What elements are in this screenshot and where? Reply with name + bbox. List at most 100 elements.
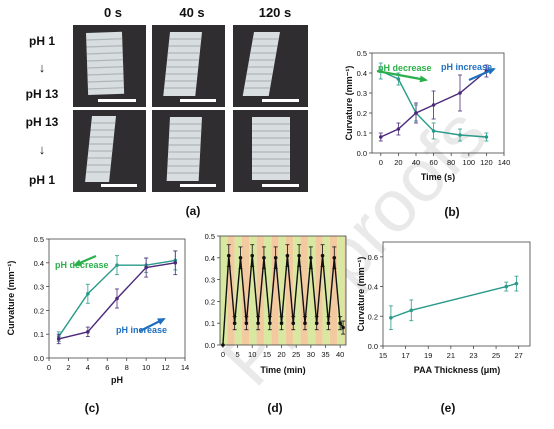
background-stripe xyxy=(220,236,228,345)
data-point xyxy=(221,343,225,347)
annotation-arrowhead xyxy=(73,259,82,266)
background-stripe xyxy=(241,236,250,345)
background-stripe xyxy=(300,236,308,345)
data-point xyxy=(115,296,119,301)
data-point xyxy=(273,255,278,260)
data-point xyxy=(332,255,337,260)
data-point xyxy=(389,315,393,320)
data-point xyxy=(414,111,418,115)
x-tick-label: 17 xyxy=(401,351,409,360)
y-tick-label: 0.3 xyxy=(34,283,44,292)
film-strip xyxy=(163,32,202,96)
panel-label-b: (b) xyxy=(444,205,459,219)
x-tick-label: 10 xyxy=(142,363,150,372)
x-tick-label: 15 xyxy=(263,350,271,359)
annotation-label: pH increase xyxy=(441,62,492,72)
data-point xyxy=(379,135,383,139)
data-point xyxy=(431,103,436,107)
chart-e-curvature-vs-thickness: 15 17 19 21 23 25 27 0.0 0.2 0.4 0.6 PAA Thickness … xyxy=(356,241,531,375)
y-tick-label: 0.2 xyxy=(368,312,378,321)
x-tick-label: 5 xyxy=(235,350,239,359)
film-strip xyxy=(86,31,125,95)
y-tick-label: 0.4 xyxy=(357,69,367,78)
photo-r1c3 xyxy=(233,25,308,107)
x-tick-label: 120 xyxy=(480,158,493,167)
data-point xyxy=(285,253,290,258)
x-tick-label: 27 xyxy=(515,351,523,360)
series-line xyxy=(380,70,487,138)
background-stripe xyxy=(329,236,338,345)
x-tick-label: 6 xyxy=(105,363,109,372)
x-tick-label: 21 xyxy=(447,351,455,360)
photo-col-header-2: 120 s xyxy=(259,5,292,20)
y-tick-label: 0.2 xyxy=(205,297,215,306)
background-stripe xyxy=(256,236,264,345)
row1-label-bottom: pH 13 xyxy=(26,87,59,101)
x-tick-label: 8 xyxy=(125,363,129,372)
data-point xyxy=(514,281,519,286)
background-stripe xyxy=(285,236,294,345)
y-tick-label: 0.0 xyxy=(205,341,215,350)
row1-arrow-icon: ↓ xyxy=(39,60,46,75)
data-point xyxy=(297,253,301,258)
data-point xyxy=(86,291,90,296)
film-strip xyxy=(252,117,290,180)
background-stripe xyxy=(293,236,301,345)
y-tick-label: 0.0 xyxy=(368,342,378,351)
annotation-arrow-line xyxy=(376,69,427,82)
y-tick-label: 0.6 xyxy=(368,253,378,262)
x-tick-label: 100 xyxy=(463,158,476,167)
y-tick-label: 0.5 xyxy=(205,232,215,241)
row2-label-bottom: pH 1 xyxy=(29,173,55,187)
background-stripe xyxy=(227,236,235,345)
x-tick-label: 40 xyxy=(336,350,344,359)
data-point xyxy=(268,321,272,326)
data-point xyxy=(226,253,231,258)
scale-bar xyxy=(98,99,136,102)
row2-label-top: pH 13 xyxy=(26,115,59,129)
data-point xyxy=(291,321,296,326)
y-tick-label: 0.5 xyxy=(34,235,44,244)
plot-frame xyxy=(371,52,505,154)
data-point xyxy=(238,255,243,260)
annotation-label: pH decrease xyxy=(378,63,432,73)
scale-bar xyxy=(262,99,299,102)
data-point xyxy=(232,321,237,326)
x-tick-label: 80 xyxy=(447,158,455,167)
film-strip xyxy=(85,116,116,182)
y-tick-label: 0.2 xyxy=(34,306,44,315)
row2-arrow-icon: ↓ xyxy=(39,142,46,157)
x-tick-label: 140 xyxy=(498,158,511,167)
data-point xyxy=(250,253,255,258)
x-tick-label: 25 xyxy=(492,351,500,360)
data-point xyxy=(504,284,509,289)
background-stripe xyxy=(271,236,279,345)
scale-bar xyxy=(180,184,216,187)
data-point xyxy=(86,330,90,334)
x-tick-label: 20 xyxy=(277,350,285,359)
data-point xyxy=(314,321,319,326)
background-stripe xyxy=(344,236,346,345)
photo-r2c2 xyxy=(152,110,225,192)
data-point xyxy=(484,135,489,139)
panel-a-photos: 0 s 40 s 120 s pH 1 ↓ pH 13 pH 13 ↓ pH 1 xyxy=(26,5,308,192)
data-point xyxy=(396,127,401,131)
data-point xyxy=(56,337,61,341)
plot-frame xyxy=(382,241,531,347)
panel-label-e: (e) xyxy=(441,401,456,415)
background-stripe xyxy=(249,236,257,345)
data-point xyxy=(144,265,148,270)
series-line xyxy=(380,70,487,138)
x-tick-label: 4 xyxy=(86,363,90,372)
y-tick-label: 0.0 xyxy=(357,149,367,158)
data-point xyxy=(326,321,331,326)
x-axis-label: Time (min) xyxy=(260,365,305,375)
y-tick-label: 0.5 xyxy=(357,49,367,58)
x-tick-label: 23 xyxy=(469,351,477,360)
plot-frame xyxy=(219,235,347,346)
x-tick-label: 0 xyxy=(221,350,225,359)
x-tick-label: 0 xyxy=(47,363,51,372)
chart-d-cyclic-curvature: 0 5 10 15 20 25 30 35 40 0.0 0.1 0.2 0.3 0.4 0.5 Time (… xyxy=(205,232,347,375)
data-point xyxy=(303,321,307,326)
